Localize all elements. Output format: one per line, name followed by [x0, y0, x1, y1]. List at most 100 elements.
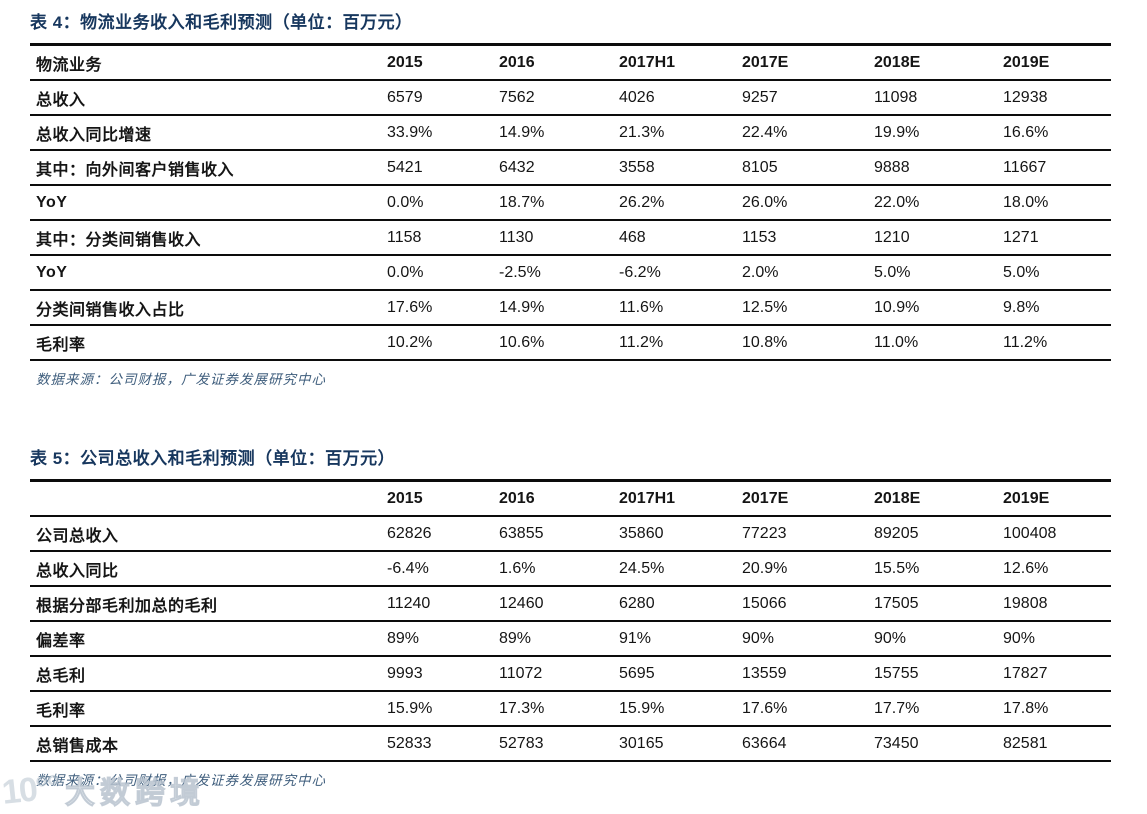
table-row: 偏差率 89% 89% 91% 90% 90% 90%: [30, 622, 1111, 657]
value-cell: 9888: [874, 158, 910, 176]
row-label-cell: 总毛利: [36, 667, 86, 685]
column-header-cell: 2017H1: [619, 53, 676, 71]
value-cell: 17.6%: [387, 298, 433, 316]
value-cell: 21.3%: [619, 123, 665, 141]
value-cell: 89%: [387, 629, 420, 647]
value-cell: 15755: [874, 664, 919, 682]
logistics-forecast-table-section: 表 4：物流业务收入和毛利预测（单位：百万元） 物流业务 2015 2016 2017…: [30, 12, 1111, 388]
value-cell: 10.6%: [499, 333, 545, 351]
value-cell: 7562: [499, 88, 535, 106]
value-cell: 1158: [387, 228, 422, 246]
value-cell: 90%: [874, 629, 907, 647]
value-cell: 0.0%: [387, 193, 424, 211]
value-cell: 1.6%: [499, 559, 536, 577]
value-cell: 9993: [387, 664, 423, 682]
value-cell: 5.0%: [874, 263, 911, 281]
value-cell: 11098: [874, 88, 918, 106]
value-cell: 17.8%: [1003, 699, 1049, 717]
column-header-cell: 2015: [387, 489, 423, 507]
value-cell: 73450: [874, 734, 919, 752]
column-header-cell: 2016: [499, 489, 535, 507]
value-cell: 91%: [619, 629, 652, 647]
row-label-cell: 偏差率: [36, 632, 86, 650]
value-cell: 1130: [499, 228, 534, 246]
value-cell: 15066: [742, 594, 787, 612]
column-header-cell: 2018E: [874, 489, 921, 507]
value-cell: 22.0%: [874, 193, 920, 211]
value-cell: 468: [619, 228, 646, 246]
table-row: 毛利率 10.2% 10.6% 11.2% 10.8% 11.0% 11.2%: [30, 326, 1111, 361]
row-label-cell: 其中：向外间客户销售收入: [36, 161, 235, 179]
value-cell: 52833: [387, 734, 432, 752]
row-label-cell: 公司总收入: [36, 527, 119, 545]
table4-title: 表 4：物流业务收入和毛利预测（单位：百万元）: [30, 13, 413, 32]
row-label-cell: YoY: [36, 263, 68, 281]
value-cell: 90%: [742, 629, 775, 647]
value-cell: 8105: [742, 158, 778, 176]
column-header-cell: 2016: [499, 53, 535, 71]
value-cell: 11667: [1003, 158, 1047, 176]
value-cell: 0.0%: [387, 263, 424, 281]
value-cell: 9257: [742, 88, 778, 106]
value-cell: 63855: [499, 524, 544, 542]
value-cell: 62826: [387, 524, 432, 542]
value-cell: 17.7%: [874, 699, 920, 717]
table-row: YoY 0.0% 18.7% 26.2% 26.0% 22.0% 18.0%: [30, 186, 1111, 221]
table-row: 总收入同比 -6.4% 1.6% 24.5% 20.9% 15.5% 12.6%: [30, 552, 1111, 587]
value-cell: 12938: [1003, 88, 1048, 106]
table-row: 总毛利 9993 11072 5695 13559 15755 17827: [30, 657, 1111, 692]
value-cell: 19.9%: [874, 123, 920, 141]
value-cell: 11.0%: [874, 333, 919, 351]
value-cell: 90%: [1003, 629, 1036, 647]
value-cell: 4026: [619, 88, 655, 106]
value-cell: 17827: [1003, 664, 1048, 682]
value-cell: 22.4%: [742, 123, 788, 141]
value-cell: 11.6%: [619, 298, 664, 316]
column-header-cell: 2015: [387, 53, 423, 71]
table-row: 毛利率 15.9% 17.3% 15.9% 17.6% 17.7% 17.8%: [30, 692, 1111, 727]
value-cell: 12460: [499, 594, 544, 612]
company-forecast-table-section: 表 5：公司总收入和毛利预测（单位：百万元） 2015 2016 2017H1 201…: [30, 448, 1111, 789]
row-label-cell: 其中：分类间销售收入: [36, 231, 202, 249]
value-cell: 100408: [1003, 524, 1057, 542]
company-forecast-table: 2015 2016 2017H1 2017E 2018E 2019E 公司总收入 62826 6…: [30, 479, 1111, 762]
value-cell: 5.0%: [1003, 263, 1040, 281]
column-header-cell: 2019E: [1003, 489, 1050, 507]
table4-source-note: 数据来源：公司财报，广发证券发展研究中心: [36, 372, 326, 387]
value-cell: 3558: [619, 158, 655, 176]
row-label-cell: 根据分部毛利加总的毛利: [36, 597, 218, 615]
value-cell: 35860: [619, 524, 664, 542]
value-cell: 18.0%: [1003, 193, 1049, 211]
table-row: 其中：向外间客户销售收入 5421 6432 3558 8105 9888 11667: [30, 151, 1111, 186]
table-row: 总收入 6579 7562 4026 9257 11098 12938: [30, 81, 1111, 116]
value-cell: 17.6%: [742, 699, 788, 717]
value-cell: 9.8%: [1003, 298, 1040, 316]
row-label-cell: 毛利率: [36, 702, 86, 720]
column-header-cell: 2017H1: [619, 489, 676, 507]
value-cell: 77223: [742, 524, 787, 542]
table-header-row: 物流业务 2015 2016 2017H1 2017E 2018E 2019E: [30, 46, 1111, 81]
value-cell: 13559: [742, 664, 787, 682]
value-cell: 14.9%: [499, 298, 545, 316]
value-cell: -6.2%: [619, 263, 661, 281]
value-cell: 6579: [387, 88, 423, 106]
value-cell: 17.3%: [499, 699, 545, 717]
row-label-cell: 总收入: [36, 91, 86, 109]
value-cell: 26.2%: [619, 193, 665, 211]
value-cell: 30165: [619, 734, 664, 752]
value-cell: 24.5%: [619, 559, 665, 577]
table-row: 根据分部毛利加总的毛利 11240 12460 6280 15066 17505 19808: [30, 587, 1111, 622]
value-cell: 89%: [499, 629, 532, 647]
table-row: 总销售成本 52833 52783 30165 63664 73450 82581: [30, 727, 1111, 762]
value-cell: 15.9%: [619, 699, 665, 717]
column-header-cell: 2017E: [742, 53, 789, 71]
value-cell: 52783: [499, 734, 544, 752]
value-cell: 5695: [619, 664, 655, 682]
table-row: 总收入同比增速 33.9% 14.9% 21.3% 22.4% 19.9% 16.6%: [30, 116, 1111, 151]
row-label-cell: 毛利率: [36, 336, 86, 354]
value-cell: 16.6%: [1003, 123, 1049, 141]
table-header-row: 2015 2016 2017H1 2017E 2018E 2019E: [30, 482, 1111, 517]
value-cell: 12.6%: [1003, 559, 1049, 577]
row-label-cell: 总销售成本: [36, 737, 119, 755]
